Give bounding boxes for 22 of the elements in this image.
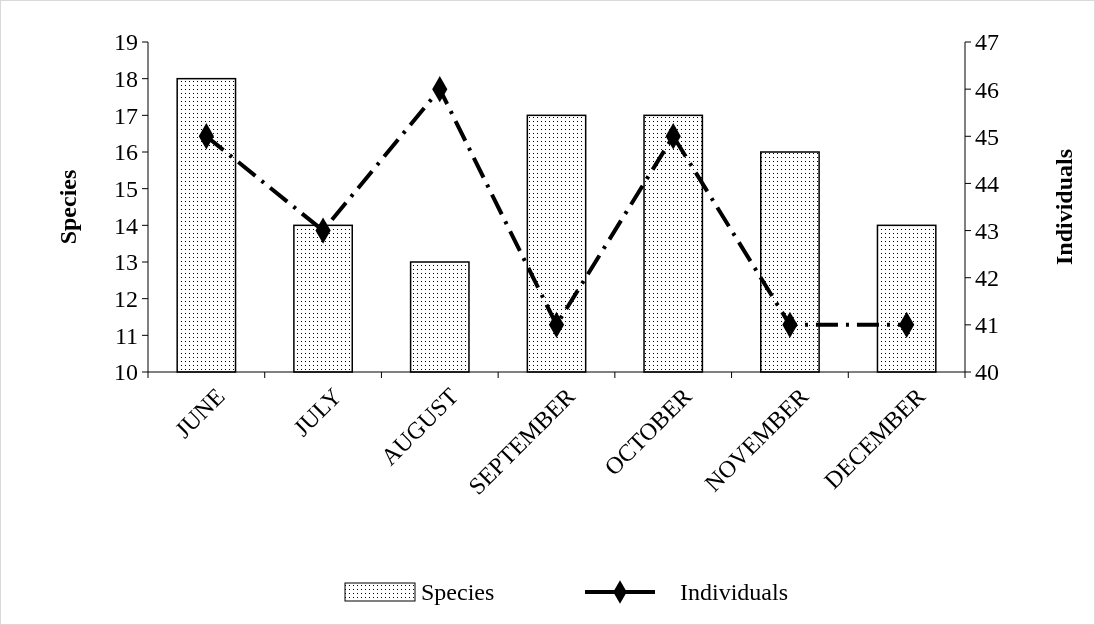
y2-tick-label: 42 bbox=[975, 265, 999, 292]
legend-label: Species bbox=[421, 579, 495, 606]
y2-tick-label: 46 bbox=[975, 76, 999, 103]
y2-tick-label: 44 bbox=[975, 170, 999, 197]
y-tick-label: 13 bbox=[114, 249, 138, 276]
y-tick-label: 18 bbox=[114, 66, 138, 93]
y-tick-label: 14 bbox=[114, 212, 138, 239]
y-tick-label: 12 bbox=[114, 286, 138, 313]
y2-tick-label: 41 bbox=[975, 312, 999, 339]
y2-tick-label: 47 bbox=[975, 29, 999, 56]
y-tick-label: 10 bbox=[114, 359, 138, 386]
y-tick-label: 16 bbox=[114, 139, 138, 166]
legend-label: Individuals bbox=[680, 579, 788, 606]
y-axis-title: Species bbox=[55, 169, 81, 245]
y2-axis-title: Individuals bbox=[1051, 148, 1077, 266]
y-tick-label: 11 bbox=[114, 322, 138, 349]
y2-tick-label: 43 bbox=[975, 217, 999, 244]
y-tick-label: 17 bbox=[114, 102, 138, 129]
y-tick-label: 15 bbox=[114, 176, 138, 203]
y2-tick-label: 40 bbox=[975, 359, 999, 386]
y2-tick-label: 45 bbox=[975, 123, 999, 150]
y-tick-label: 19 bbox=[114, 29, 138, 56]
